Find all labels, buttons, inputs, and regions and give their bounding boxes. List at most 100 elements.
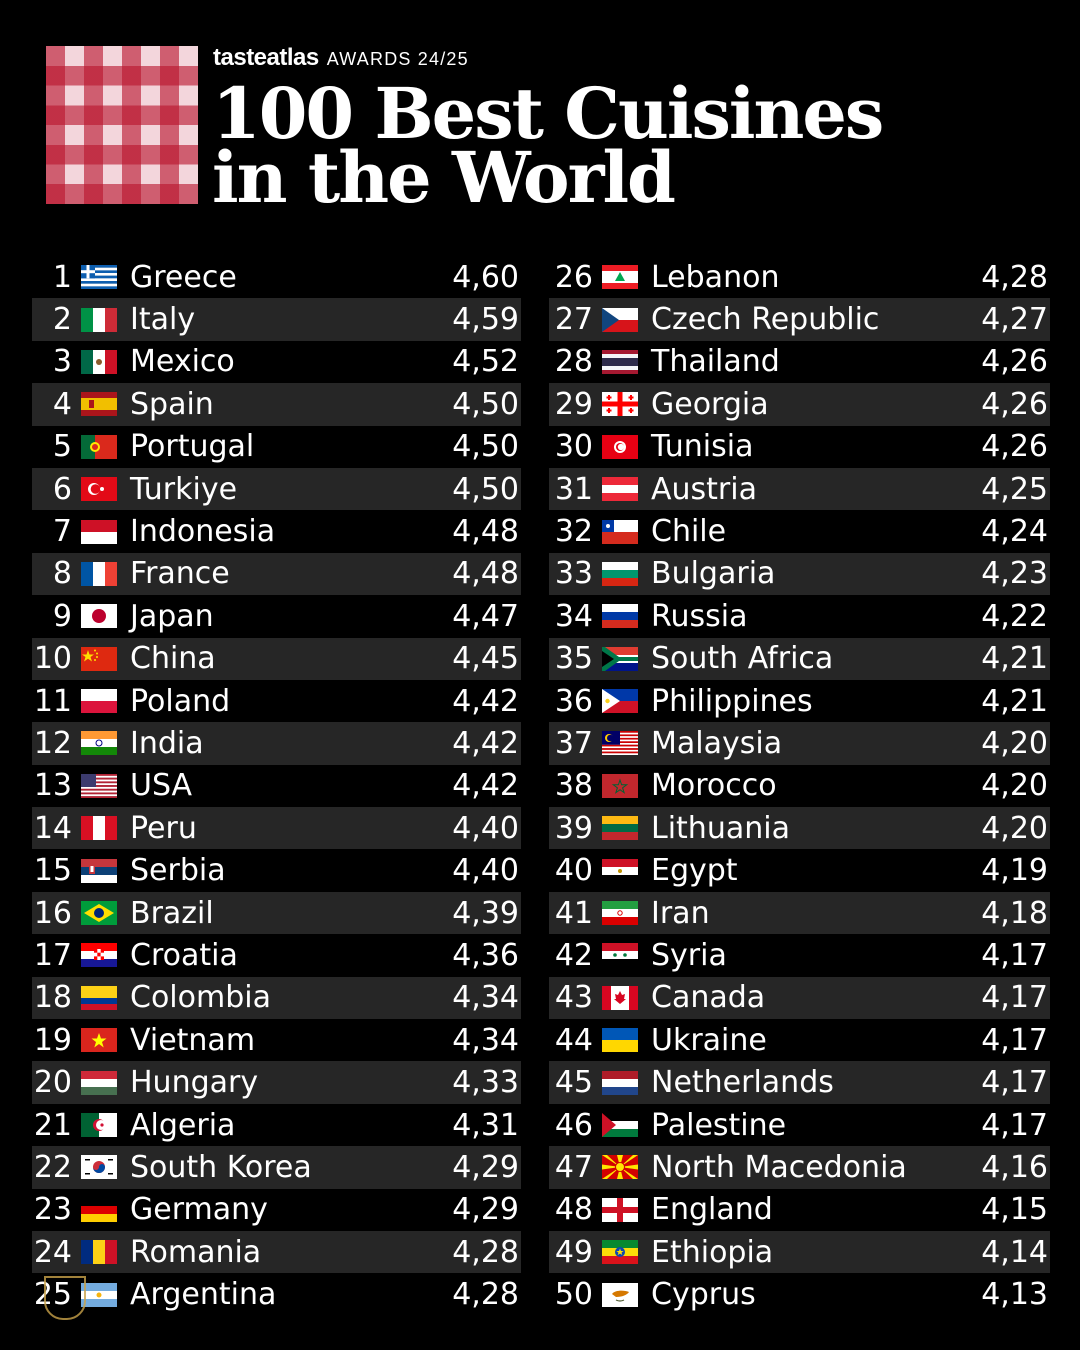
- usa-flag-icon: [81, 773, 117, 798]
- georgia-flag-icon: [602, 392, 638, 417]
- score-value: 4,40: [452, 853, 519, 889]
- table-row: 16 Brazil 4,39: [32, 891, 521, 935]
- table-row: 34 Russia 4,22: [549, 595, 1050, 637]
- country-name: Cyprus: [651, 1277, 756, 1313]
- rank-number: 7: [52, 514, 72, 550]
- austria-flag-icon: [602, 477, 638, 502]
- czech-flag-icon: [602, 307, 638, 332]
- table-row: 46 Palestine 4,17: [549, 1104, 1050, 1146]
- country-name: USA: [130, 768, 193, 804]
- score-value: 4,42: [452, 725, 519, 761]
- syria-flag-icon: [602, 943, 638, 968]
- country-name: Japan: [130, 598, 214, 634]
- country-name: Italy: [130, 302, 196, 338]
- italy-flag-icon: [81, 307, 117, 332]
- rank-number: 30: [554, 429, 593, 465]
- score-value: 4,34: [452, 1022, 519, 1058]
- country-name: North Macedonia: [651, 1149, 907, 1185]
- rank-number: 40: [554, 853, 593, 889]
- ranking-column-left: 1 Greece 4,60 2 Italy 4,59 3 Mexico 4,52 4 Spain 4,…: [32, 256, 521, 1316]
- country-name: Germany: [130, 1192, 268, 1228]
- country-name: Palestine: [651, 1107, 787, 1143]
- rank-number: 35: [554, 641, 593, 677]
- table-row: 40 Egypt 4,19: [549, 849, 1050, 891]
- germany-flag-icon: [81, 1197, 117, 1222]
- rank-number: 10: [33, 641, 72, 677]
- rank-number: 45: [554, 1065, 593, 1101]
- table-row: 7 Indonesia 4,48: [32, 510, 521, 552]
- country-name: Tunisia: [651, 429, 754, 465]
- rank-number: 49: [554, 1234, 593, 1270]
- portugal-flag-icon: [81, 434, 117, 459]
- score-value: 4,26: [981, 386, 1048, 422]
- score-value: 4,47: [452, 598, 519, 634]
- table-row: 19 Vietnam 4,34: [32, 1019, 521, 1061]
- rank-number: 44: [554, 1022, 593, 1058]
- table-row: 24 Romania 4,28: [32, 1230, 521, 1274]
- table-row: 42 Syria 4,17: [549, 934, 1050, 976]
- brand-line: tasteatlas AWARDS 24/25: [213, 44, 469, 76]
- country-name: Bulgaria: [651, 556, 776, 592]
- score-value: 4,17: [981, 1022, 1048, 1058]
- spain-flag-icon: [81, 392, 117, 417]
- table-row: 1 Greece 4,60: [32, 256, 521, 298]
- rank-number: 41: [554, 895, 593, 931]
- score-value: 4,33: [452, 1065, 519, 1101]
- score-value: 4,13: [981, 1277, 1048, 1313]
- romania-flag-icon: [81, 1240, 117, 1265]
- score-value: 4,50: [452, 386, 519, 422]
- score-value: 4,36: [452, 937, 519, 973]
- country-name: Poland: [130, 683, 231, 719]
- rank-number: 4: [52, 386, 72, 422]
- brazil-flag-icon: [81, 901, 117, 926]
- thailand-flag-icon: [602, 349, 638, 374]
- score-value: 4,17: [981, 1107, 1048, 1143]
- ethiopia-flag-icon: [602, 1240, 638, 1265]
- rank-number: 46: [554, 1107, 593, 1143]
- table-row: 31 Austria 4,25: [549, 467, 1050, 511]
- score-value: 4,17: [981, 937, 1048, 973]
- score-value: 4,42: [452, 768, 519, 804]
- rank-number: 28: [554, 344, 593, 380]
- philippines-flag-icon: [602, 689, 638, 714]
- algeria-flag-icon: [81, 1113, 117, 1137]
- score-value: 4,21: [981, 641, 1048, 677]
- country-name: Ethiopia: [651, 1234, 774, 1270]
- vietnam-flag-icon: [81, 1028, 117, 1053]
- rank-number: 33: [554, 556, 593, 592]
- country-name: England: [651, 1192, 773, 1228]
- table-row: 2 Italy 4,59: [32, 298, 521, 341]
- rank-number: 24: [33, 1234, 72, 1270]
- country-name: Greece: [130, 259, 237, 295]
- rank-number: 15: [33, 853, 72, 889]
- rank-number: 18: [33, 980, 72, 1016]
- score-value: 4,23: [981, 556, 1048, 592]
- china-flag-icon: [81, 646, 117, 671]
- score-value: 4,27: [981, 302, 1048, 338]
- score-value: 4,25: [981, 471, 1048, 507]
- table-row: 4 Spain 4,50: [32, 383, 521, 426]
- rank-number: 3: [52, 344, 72, 380]
- table-row: 8 France 4,48: [32, 552, 521, 596]
- country-name: Brazil: [130, 895, 214, 931]
- country-name: Croatia: [130, 937, 238, 973]
- rank-number: 9: [52, 598, 72, 634]
- colombia-flag-icon: [81, 985, 117, 1010]
- country-name: Turkiye: [130, 471, 238, 507]
- india-flag-icon: [81, 731, 117, 756]
- rank-number: 22: [33, 1149, 72, 1185]
- hungary-flag-icon: [81, 1070, 117, 1095]
- rank-number: 26: [554, 259, 593, 295]
- country-name: Ukraine: [651, 1022, 767, 1058]
- forum-watermark: [10, 1276, 120, 1346]
- country-name: Malaysia: [651, 725, 783, 761]
- score-value: 4,26: [981, 344, 1048, 380]
- rank-number: 48: [554, 1192, 593, 1228]
- country-name: Chile: [651, 514, 727, 550]
- country-name: Peru: [130, 810, 197, 846]
- country-name: China: [130, 641, 216, 677]
- rank-number: 14: [33, 810, 72, 846]
- score-value: 4,29: [452, 1149, 519, 1185]
- rank-number: 2: [52, 302, 72, 338]
- score-value: 4,19: [981, 853, 1048, 889]
